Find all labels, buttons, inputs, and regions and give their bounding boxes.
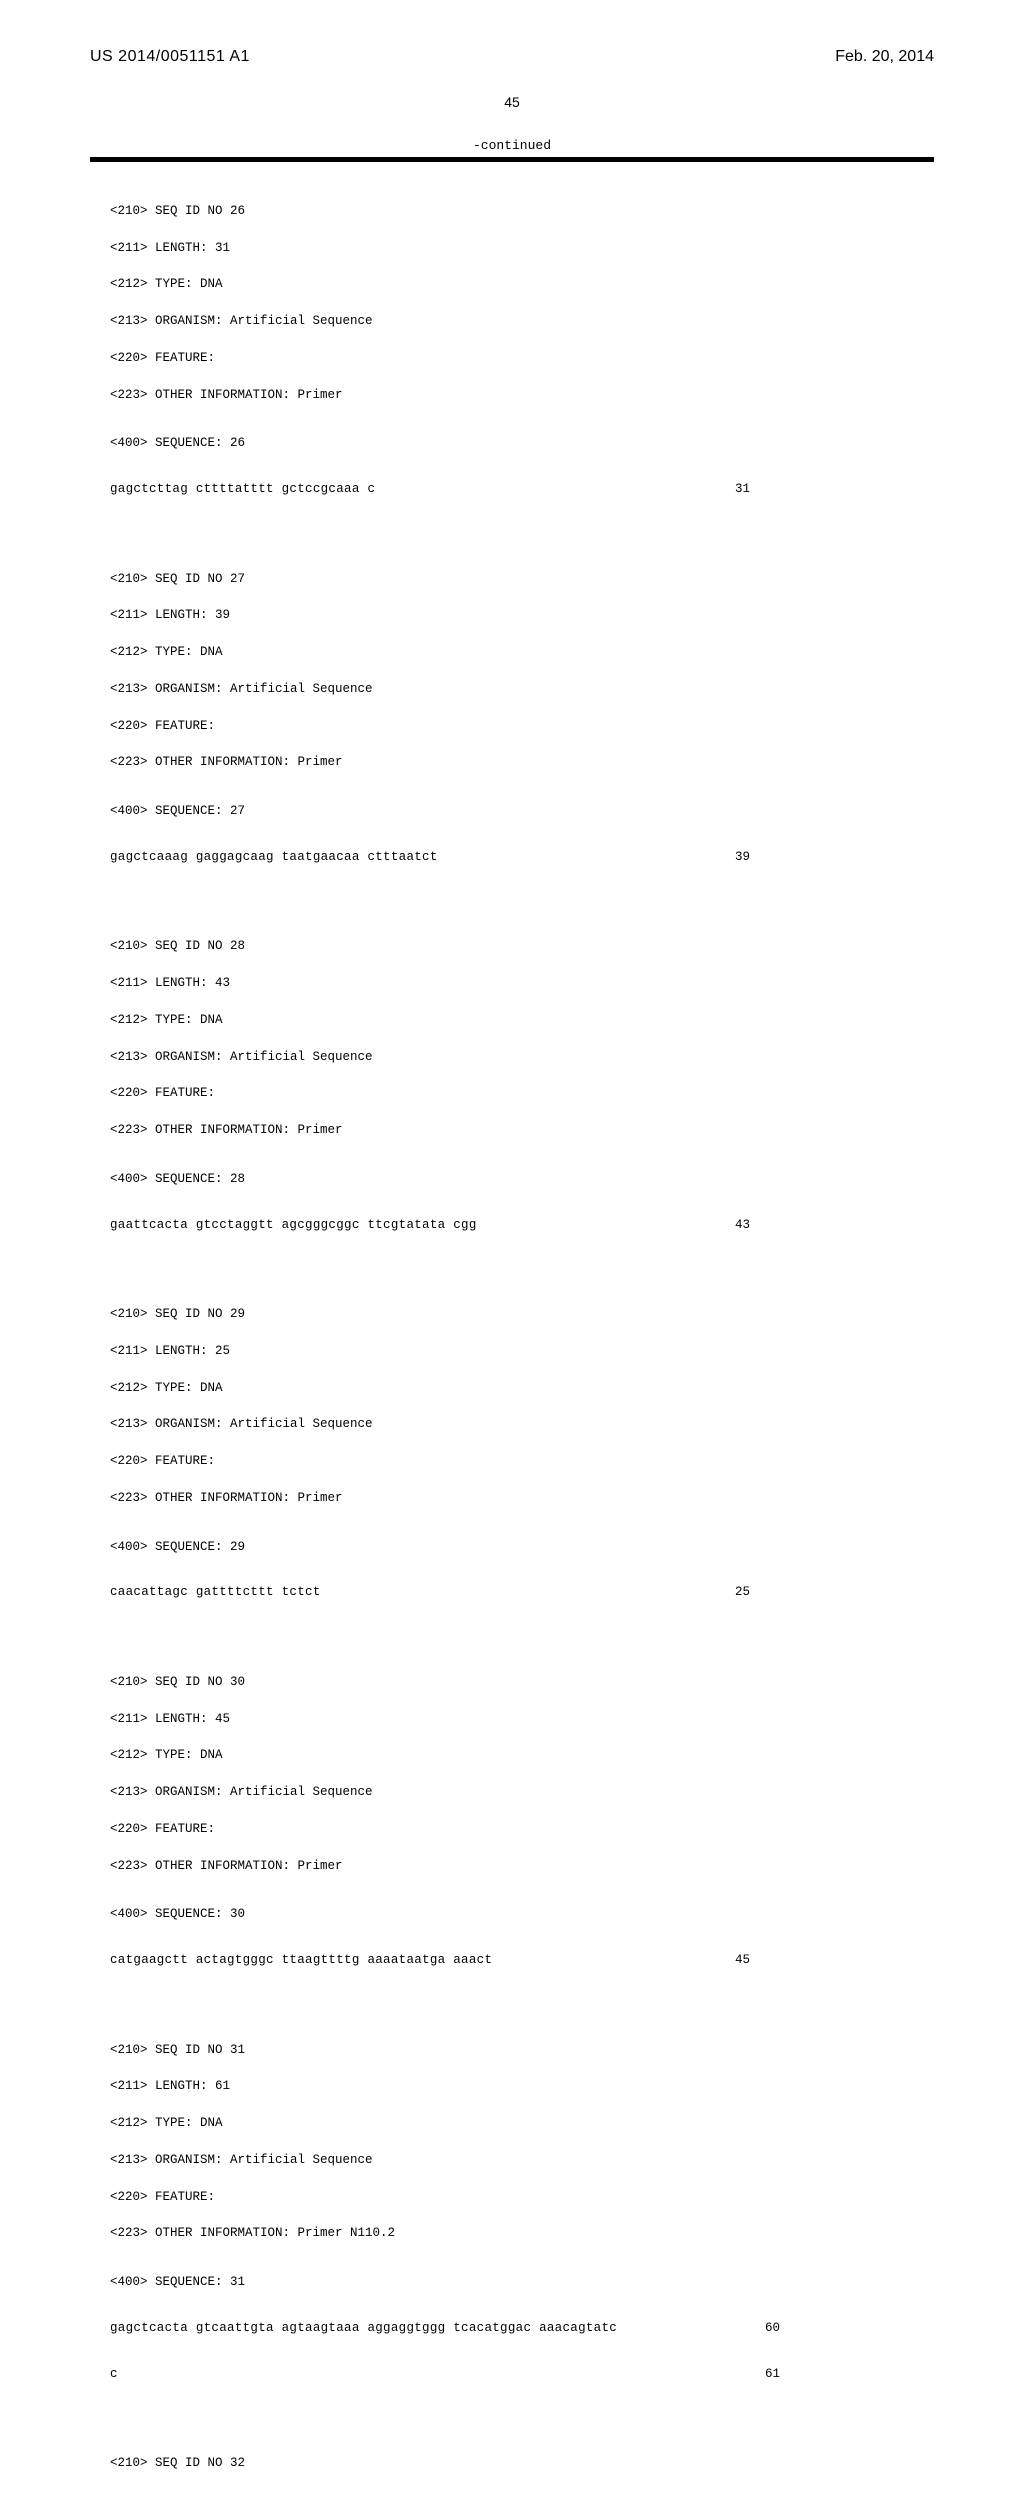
seq-length: <211> LENGTH: 25 <box>110 1343 914 1360</box>
seq-other: <223> OTHER INFORMATION: Primer <box>110 387 914 404</box>
seq-text: gagctcaaag gaggagcaag taatgaacaa ctttaat… <box>110 849 438 866</box>
seq-length: <211> LENGTH: 31 <box>110 240 914 257</box>
seq-position: 60 <box>752 2320 780 2337</box>
seq-data-line: gagctcacta gtcaattgta agtaagtaaa aggaggt… <box>110 2320 780 2337</box>
sequence-block: <210> SEQ ID NO 26 <211> LENGTH: 31 <212… <box>110 186 914 532</box>
publication-number: US 2014/0051151 A1 <box>90 48 250 66</box>
seq-feature: <220> FEATURE: <box>110 1453 914 1470</box>
seq-type: <212> TYPE: DNA <box>110 2115 914 2132</box>
seq-organism: <213> ORGANISM: Artificial Sequence <box>110 2152 914 2169</box>
seq-400: <400> SEQUENCE: 27 <box>110 803 914 820</box>
seq-feature: <220> FEATURE: <box>110 1085 914 1102</box>
seq-id: <210> SEQ ID NO 30 <box>110 1674 914 1691</box>
page-number: 45 <box>90 94 934 110</box>
seq-other: <223> OTHER INFORMATION: Primer <box>110 1490 914 1507</box>
seq-400: <400> SEQUENCE: 28 <box>110 1171 914 1188</box>
seq-data-line: caacattagc gattttcttt tctct 25 <box>110 1584 750 1601</box>
seq-type: <212> TYPE: DNA <box>110 1747 914 1764</box>
seq-organism: <213> ORGANISM: Artificial Sequence <box>110 1784 914 1801</box>
sequence-block: <210> SEQ ID NO 30 <211> LENGTH: 45 <212… <box>110 1657 914 2003</box>
seq-organism: <213> ORGANISM: Artificial Sequence <box>110 1416 914 1433</box>
seq-400: <400> SEQUENCE: 30 <box>110 1906 914 1923</box>
seq-data-line: gagctcttag cttttatttt gctccgcaaa c 31 <box>110 481 750 498</box>
seq-id: <210> SEQ ID NO 28 <box>110 938 914 955</box>
seq-type: <212> TYPE: DNA <box>110 1012 914 1029</box>
seq-type: <212> TYPE: DNA <box>110 276 914 293</box>
seq-other: <223> OTHER INFORMATION: Primer <box>110 754 914 771</box>
seq-data-line: gagctcaaag gaggagcaag taatgaacaa ctttaat… <box>110 849 750 866</box>
seq-feature: <220> FEATURE: <box>110 2189 914 2206</box>
sequence-block: <210> SEQ ID NO 29 <211> LENGTH: 25 <212… <box>110 1289 914 1635</box>
seq-position: 25 <box>722 1584 750 1601</box>
seq-position: 31 <box>722 481 750 498</box>
page-header: US 2014/0051151 A1 Feb. 20, 2014 <box>90 48 934 66</box>
seq-feature: <220> FEATURE: <box>110 350 914 367</box>
seq-length: <211> LENGTH: 45 <box>110 1711 914 1728</box>
seq-type: <212> TYPE: DNA <box>110 644 914 661</box>
seq-position: 45 <box>722 1952 750 1969</box>
seq-text: gagctcacta gtcaattgta agtaagtaaa aggaggt… <box>110 2320 617 2337</box>
divider-thin <box>90 161 934 162</box>
page-container: US 2014/0051151 A1 Feb. 20, 2014 45 -con… <box>0 0 1024 1320</box>
sequence-block: <210> SEQ ID NO 32 <box>110 2438 914 2509</box>
seq-id: <210> SEQ ID NO 31 <box>110 2042 914 2059</box>
seq-id: <210> SEQ ID NO 29 <box>110 1306 914 1323</box>
seq-other: <223> OTHER INFORMATION: Primer <box>110 1858 914 1875</box>
seq-organism: <213> ORGANISM: Artificial Sequence <box>110 1049 914 1066</box>
seq-length: <211> LENGTH: 61 <box>110 2078 914 2095</box>
seq-organism: <213> ORGANISM: Artificial Sequence <box>110 313 914 330</box>
seq-feature: <220> FEATURE: <box>110 1821 914 1838</box>
seq-organism: <213> ORGANISM: Artificial Sequence <box>110 681 914 698</box>
seq-length: <211> LENGTH: 39 <box>110 607 914 624</box>
seq-other: <223> OTHER INFORMATION: Primer <box>110 1122 914 1139</box>
seq-position: 61 <box>752 2366 780 2383</box>
seq-id: <210> SEQ ID NO 26 <box>110 203 914 220</box>
sequence-block: <210> SEQ ID NO 27 <211> LENGTH: 39 <212… <box>110 554 914 900</box>
seq-text: caacattagc gattttcttt tctct <box>110 1584 321 1601</box>
publication-date: Feb. 20, 2014 <box>835 48 934 66</box>
seq-other: <223> OTHER INFORMATION: Primer N110.2 <box>110 2225 914 2242</box>
seq-type: <212> TYPE: DNA <box>110 1380 914 1397</box>
seq-text: gagctcttag cttttatttt gctccgcaaa c <box>110 481 375 498</box>
seq-position: 39 <box>722 849 750 866</box>
sequence-block: <210> SEQ ID NO 31 <211> LENGTH: 61 <212… <box>110 2025 914 2417</box>
seq-data-line: gaattcacta gtcctaggtt agcgggcggc ttcgtat… <box>110 1217 750 1234</box>
seq-length: <211> LENGTH: 43 <box>110 975 914 992</box>
continued-label: -continued <box>90 138 934 153</box>
seq-id: <210> SEQ ID NO 32 <box>110 2455 914 2472</box>
seq-id: <210> SEQ ID NO 27 <box>110 571 914 588</box>
seq-feature: <220> FEATURE: <box>110 718 914 735</box>
sequence-listing-content: <210> SEQ ID NO 26 <211> LENGTH: 31 <212… <box>90 186 934 2509</box>
seq-400: <400> SEQUENCE: 31 <box>110 2274 914 2291</box>
seq-position: 43 <box>722 1217 750 1234</box>
sequence-block: <210> SEQ ID NO 28 <211> LENGTH: 43 <212… <box>110 922 914 1268</box>
seq-text: gaattcacta gtcctaggtt agcgggcggc ttcgtat… <box>110 1217 477 1234</box>
seq-text: catgaagctt actagtgggc ttaagttttg aaaataa… <box>110 1952 492 1969</box>
seq-data-line: c 61 <box>110 2366 780 2383</box>
seq-400: <400> SEQUENCE: 29 <box>110 1539 914 1556</box>
seq-data-line: catgaagctt actagtgggc ttaagttttg aaaataa… <box>110 1952 750 1969</box>
seq-text: c <box>110 2366 118 2383</box>
seq-400: <400> SEQUENCE: 26 <box>110 435 914 452</box>
